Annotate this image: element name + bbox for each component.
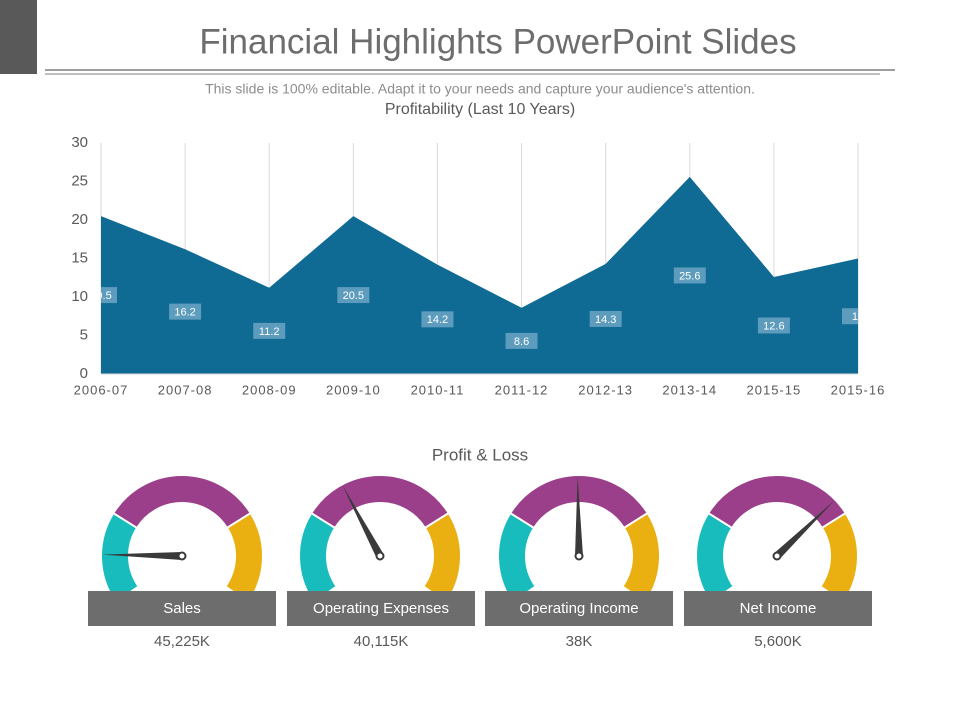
gauge-segment xyxy=(309,474,451,530)
corner-block xyxy=(0,0,37,74)
data-label-group: 12.6 xyxy=(757,317,790,334)
data-label: 15 xyxy=(852,311,864,323)
gauge-value: 45,225K xyxy=(154,633,210,650)
gauge-hub xyxy=(574,551,584,561)
data-label-box xyxy=(421,311,454,328)
gauge-label: Sales xyxy=(163,600,201,617)
data-label-group: 8.6 xyxy=(505,332,538,349)
data-label-box xyxy=(169,303,202,320)
data-label: 11.2 xyxy=(259,326,280,338)
data-label: 12.6 xyxy=(763,320,784,332)
gauge-label-bar xyxy=(485,591,673,626)
gauge-value: 38K xyxy=(566,633,593,650)
gauge-label-bar xyxy=(88,591,276,626)
data-label: 20.5 xyxy=(90,290,111,302)
x-tick-label: 2015-15 xyxy=(747,382,802,397)
slide-title: Financial Highlights PowerPoint Slides xyxy=(199,22,796,61)
data-label-group: 20.5 xyxy=(90,287,117,304)
gauge-value: 5,600K xyxy=(754,633,802,650)
data-label-group: 11.2 xyxy=(253,322,286,339)
gauge-hub xyxy=(772,551,782,561)
x-tick-label: 2012-13 xyxy=(578,382,633,397)
x-tick-label: 2010-11 xyxy=(411,382,465,397)
subtitle: This slide is 100% editable. Adapt it to… xyxy=(205,81,755,97)
data-label: 25.6 xyxy=(679,270,700,282)
data-label-group: 20.5 xyxy=(337,287,370,304)
data-label-box xyxy=(589,310,622,327)
y-tick-label: 0 xyxy=(80,365,88,382)
data-label-group: 14.2 xyxy=(421,311,454,328)
x-tick-label: 2015-16 xyxy=(831,382,886,397)
area xyxy=(101,176,858,374)
data-label: 8.6 xyxy=(514,336,529,348)
data-label: 16.2 xyxy=(174,307,195,319)
data-label-box xyxy=(253,322,286,339)
gauge-segment xyxy=(111,474,253,530)
x-tick-label: 2013-14 xyxy=(662,382,717,397)
data-label: 14.3 xyxy=(595,314,616,326)
gauge-label-bar xyxy=(287,591,475,626)
chart-title: Profitability (Last 10 Years) xyxy=(385,101,575,118)
data-label-group: 15 xyxy=(842,308,864,325)
y-tick-label: 20 xyxy=(71,211,88,228)
gauge-label: Operating Income xyxy=(519,600,638,617)
x-tick-label: 2007-08 xyxy=(158,382,213,397)
gauge-hub xyxy=(375,551,385,561)
gauge-label: Operating Expenses xyxy=(313,600,449,617)
y-tick-label: 25 xyxy=(71,172,88,189)
gauge-needle xyxy=(575,476,583,557)
data-label-box xyxy=(101,287,117,304)
data-label: 20.5 xyxy=(343,290,364,302)
gauge-label-bar xyxy=(684,591,872,626)
y-tick-label: 5 xyxy=(80,326,88,343)
data-label-box xyxy=(337,287,370,304)
data-label-box xyxy=(673,267,706,284)
data-label-group: 14.3 xyxy=(589,310,622,327)
data-label-box xyxy=(842,308,858,325)
gauge-needle xyxy=(774,500,835,559)
gauge-segment xyxy=(706,474,848,530)
gauge-needle xyxy=(102,552,183,560)
y-tick-label: 10 xyxy=(71,288,88,305)
gauge-segment xyxy=(422,511,462,604)
gauge-segment xyxy=(224,511,264,604)
gauge-hub xyxy=(177,551,187,561)
data-label-box xyxy=(757,317,790,334)
x-tick-label: 2006-07 xyxy=(74,382,129,397)
section-title: Profit & Loss xyxy=(432,445,528,464)
y-tick-label: 30 xyxy=(71,134,88,151)
gauge-value: 40,115K xyxy=(354,633,409,650)
data-label-group: 16.2 xyxy=(169,303,202,320)
data-label: 14.2 xyxy=(427,314,448,326)
y-tick-label: 15 xyxy=(71,249,88,266)
x-tick-label: 2008-09 xyxy=(242,382,297,397)
x-tick-label: 2009-10 xyxy=(326,382,381,397)
data-label-box xyxy=(505,332,538,349)
gauge-segment xyxy=(819,511,859,604)
x-tick-label: 2011-12 xyxy=(495,382,549,397)
gauge-segment xyxy=(621,511,661,604)
gauge-needle xyxy=(342,485,384,558)
data-label-group: 25.6 xyxy=(673,267,706,284)
gauge-label: Net Income xyxy=(740,600,817,617)
